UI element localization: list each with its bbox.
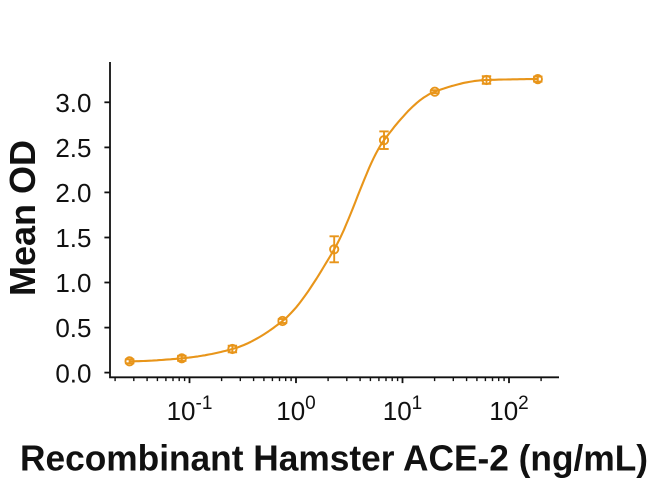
svg-text:3.0: 3.0 bbox=[55, 88, 91, 118]
svg-text:2.5: 2.5 bbox=[55, 133, 91, 163]
svg-text:2.0: 2.0 bbox=[55, 178, 91, 208]
svg-text:1.5: 1.5 bbox=[55, 223, 91, 253]
svg-text:1.0: 1.0 bbox=[55, 268, 91, 298]
svg-text:Mean OD: Mean OD bbox=[2, 140, 43, 296]
svg-text:0.0: 0.0 bbox=[55, 358, 91, 388]
svg-text:Recombinant Hamster ACE-2 (ng/: Recombinant Hamster ACE-2 (ng/mL) bbox=[20, 438, 648, 479]
svg-text:0.5: 0.5 bbox=[55, 313, 91, 343]
